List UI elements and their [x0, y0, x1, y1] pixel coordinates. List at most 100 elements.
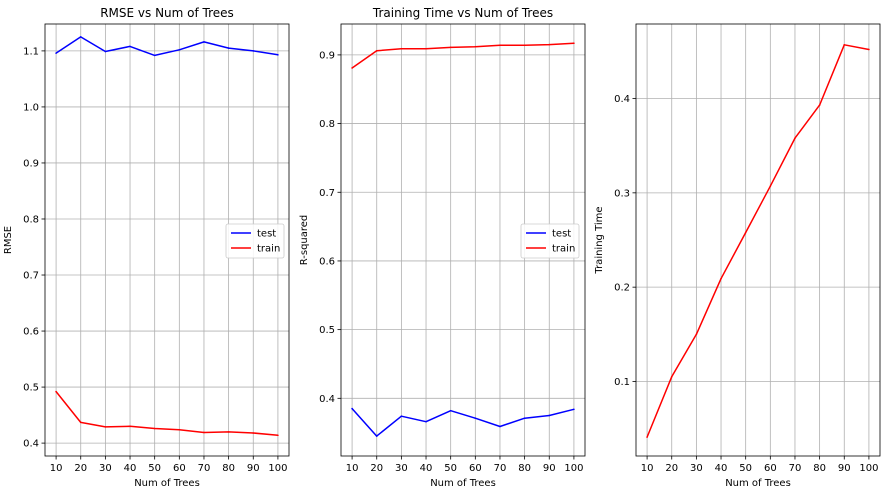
- data-point: [843, 43, 846, 46]
- x-axis-label: Num of Trees: [430, 478, 496, 489]
- data-point: [573, 42, 575, 45]
- data-point: [351, 407, 353, 410]
- data-point: [129, 45, 131, 48]
- chart-title: Training Time vs Num of Trees: [372, 6, 553, 20]
- y-tick-label: 0.7: [319, 188, 335, 199]
- data-point: [548, 43, 551, 46]
- x-tick-label: 70: [198, 463, 211, 474]
- x-tick-label: 30: [690, 463, 703, 474]
- series-line-test: [55, 36, 279, 57]
- subplot-3: 10 20 30 40 50 60 70 80 90 100 0.1 0.2 0.3 0.4 Num of …: [594, 23, 881, 489]
- y-tick-label: 0.4: [614, 94, 630, 105]
- data-point: [744, 231, 747, 234]
- data-point: [499, 44, 501, 47]
- data-point: [868, 48, 870, 51]
- data-point: [104, 50, 107, 53]
- y-tick-label: 0.9: [319, 50, 335, 61]
- x-tick-label: 90: [543, 463, 556, 474]
- x-tick-label: 30: [99, 463, 112, 474]
- legend-entry: test: [257, 229, 276, 240]
- x-tick-label: 80: [518, 463, 531, 474]
- y-tick-label: 0.5: [319, 325, 335, 336]
- y-tick-label: 0.5: [23, 383, 39, 394]
- x-tick-label: 60: [764, 463, 777, 474]
- data-point: [375, 49, 378, 52]
- data-point: [670, 375, 673, 378]
- data-point: [55, 52, 57, 54]
- x-tick-label: 40: [420, 463, 433, 474]
- data-point: [425, 420, 427, 423]
- x-tick-label: 20: [74, 463, 87, 474]
- x-tick-label: 20: [665, 463, 678, 474]
- y-tick-label: 0.6: [23, 327, 39, 338]
- data-point: [153, 427, 156, 430]
- x-tick-label: 90: [247, 463, 260, 474]
- x-tick-label: 100: [268, 463, 287, 474]
- subplot-2: 10 20 30 40 50 60 70 80 90 100 0.4 0.5 0.6 0.7 0.8 0.9 N…: [299, 6, 586, 489]
- y-tick-label: 0.2: [614, 283, 630, 294]
- data-point: [449, 409, 452, 412]
- data-point: [449, 46, 452, 49]
- legend-entry: train: [257, 244, 280, 255]
- subplot-1: 10 20 30 40 50 60 70 80 90 100 0.4 0.5 0.6 0.7 0.8 0.9 1…: [3, 6, 290, 489]
- x-tick-label: 70: [789, 463, 802, 474]
- data-point: [79, 36, 82, 38]
- axes-frame: [340, 23, 586, 457]
- y-tick-label: 0.8: [23, 214, 39, 225]
- data-point: [474, 417, 477, 420]
- x-axis-label: Num of Trees: [134, 478, 200, 489]
- data-point: [203, 431, 205, 434]
- axes-frame: [44, 23, 290, 457]
- data-point: [252, 50, 255, 52]
- data-point: [104, 426, 107, 428]
- chart-title: RMSE vs Num of Trees: [100, 6, 234, 20]
- y-tick-label: 0.4: [319, 394, 335, 405]
- data-point: [499, 425, 501, 428]
- x-tick-label: 20: [370, 463, 383, 474]
- series-line-test: [351, 408, 575, 437]
- data-point: [646, 436, 648, 438]
- data-point: [277, 434, 279, 437]
- y-tick-label: 0.9: [23, 158, 39, 169]
- y-tick-label: 1.1: [23, 46, 39, 57]
- data-point: [695, 333, 698, 336]
- x-axis-label: Num of Trees: [725, 478, 791, 489]
- y-axis-label: R-squared: [299, 215, 310, 266]
- series-line-train: [55, 391, 278, 437]
- legend: test train: [225, 223, 285, 259]
- x-tick-label: 50: [739, 463, 752, 474]
- data-point: [178, 428, 181, 431]
- data-point: [227, 47, 230, 49]
- data-point: [351, 67, 353, 69]
- x-tick-label: 40: [715, 463, 728, 474]
- data-point: [55, 390, 57, 393]
- legend-entry: train: [552, 244, 575, 255]
- x-tick-label: 100: [564, 463, 583, 474]
- x-tick-label: 10: [346, 463, 359, 474]
- data-point: [129, 425, 131, 428]
- y-tick-label: 0.8: [319, 119, 335, 130]
- x-tick-label: 40: [124, 463, 137, 474]
- x-tick-label: 100: [859, 463, 878, 474]
- data-point: [548, 414, 551, 417]
- data-point: [474, 45, 477, 48]
- x-tick-label: 80: [222, 463, 235, 474]
- data-point: [794, 137, 796, 139]
- legend: test train: [520, 223, 580, 259]
- y-tick-label: 0.4: [23, 439, 39, 450]
- data-point: [153, 54, 156, 57]
- x-tick-label: 30: [395, 463, 408, 474]
- data-point: [252, 432, 255, 434]
- data-point: [375, 435, 378, 437]
- data-point: [523, 44, 526, 47]
- x-tick-label: 90: [838, 463, 851, 474]
- y-tick-label: 0.1: [614, 377, 630, 388]
- y-axis-label: RMSE: [3, 226, 14, 254]
- data-point: [720, 277, 722, 280]
- data-point: [79, 421, 82, 424]
- x-tick-label: 60: [469, 463, 482, 474]
- x-tick-label: 10: [641, 463, 654, 474]
- data-point: [573, 408, 575, 411]
- y-tick-label: 1.0: [23, 102, 39, 113]
